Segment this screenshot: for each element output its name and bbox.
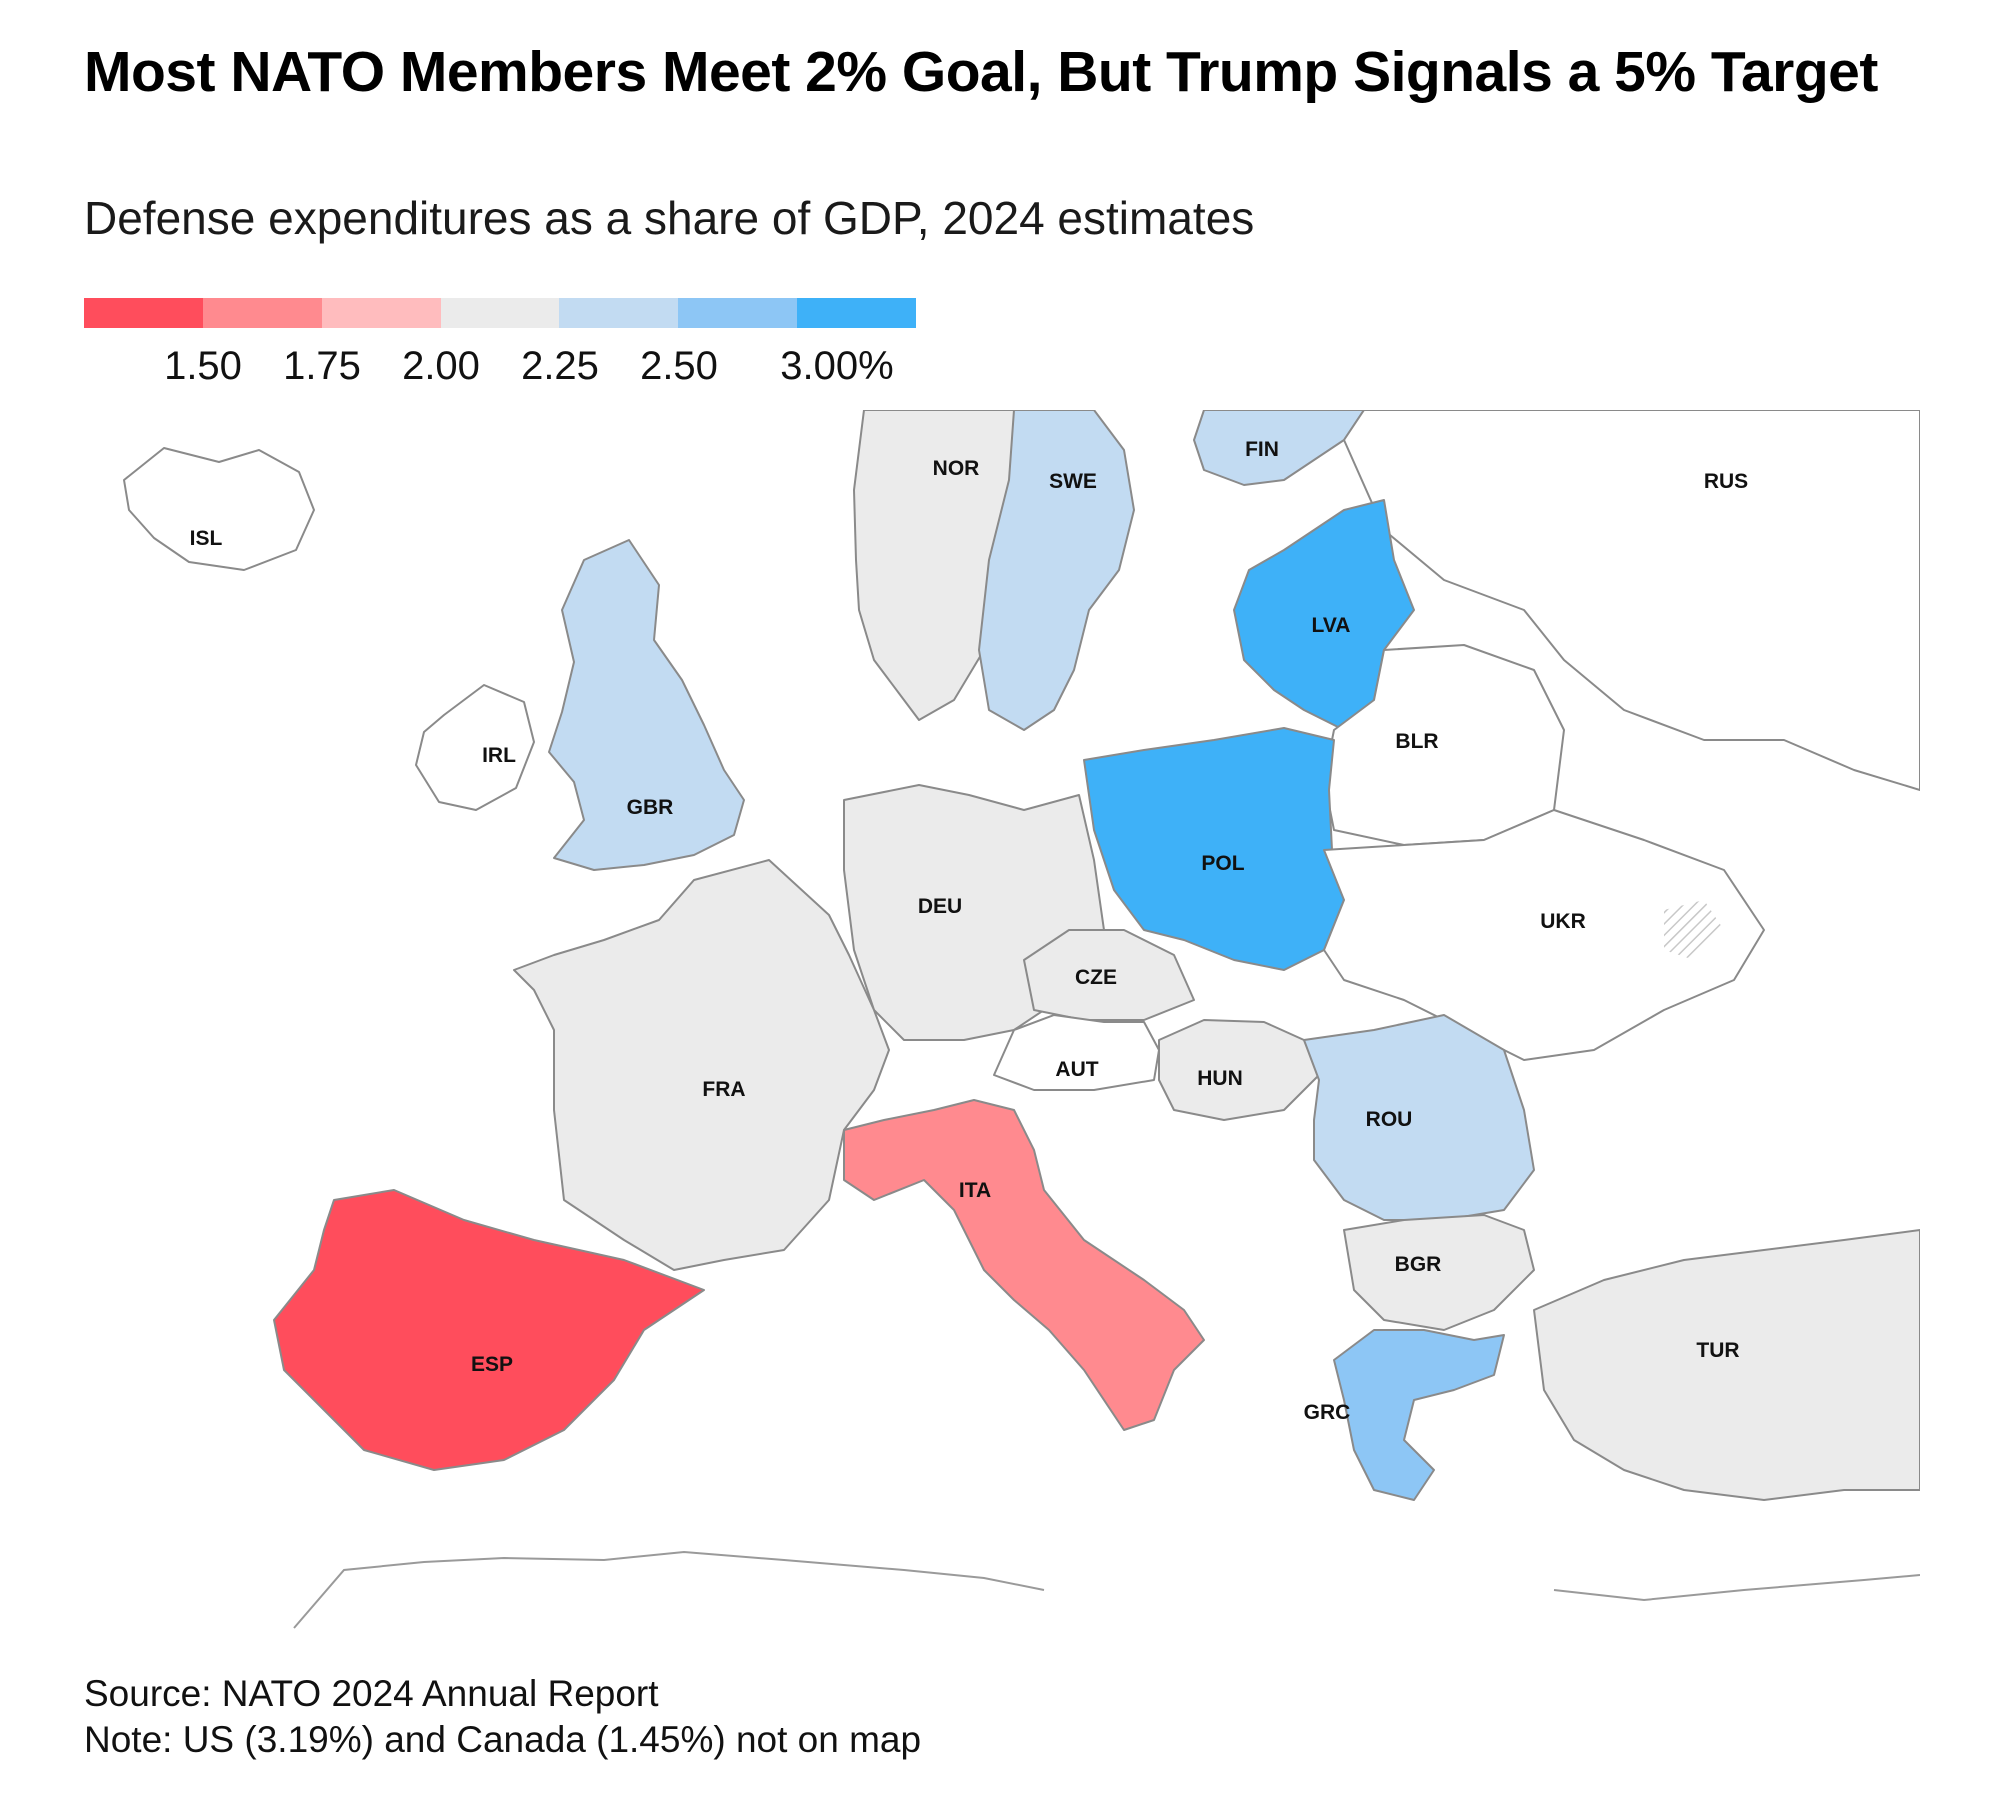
country-label: ESP bbox=[471, 1353, 513, 1376]
country-label: RUS bbox=[1704, 470, 1748, 493]
country-GBR[interactable] bbox=[548, 539, 745, 871]
north-africa-coast bbox=[293, 1550, 1045, 1629]
legend-swatch bbox=[321, 298, 441, 328]
country-label: BLR bbox=[1395, 730, 1438, 753]
country-IRL[interactable] bbox=[415, 684, 535, 811]
country-label: ROU bbox=[1366, 1108, 1413, 1131]
country-ISL[interactable] bbox=[123, 447, 315, 571]
legend-swatch bbox=[797, 298, 917, 328]
country-FIN[interactable] bbox=[1193, 410, 1365, 486]
legend-swatch bbox=[84, 298, 203, 328]
country-AUT[interactable] bbox=[993, 1014, 1160, 1091]
country-label: UKR bbox=[1540, 910, 1586, 933]
legend-tick-label: 1.50 bbox=[164, 344, 242, 388]
country-label: FIN bbox=[1245, 438, 1279, 461]
country-label: GBR bbox=[627, 796, 674, 819]
legend-swatch bbox=[559, 298, 679, 328]
country-label: ITA bbox=[959, 1179, 991, 1202]
country-label: POL bbox=[1201, 852, 1244, 875]
source-note: Source: NATO 2024 Annual Report bbox=[84, 1673, 659, 1714]
country-label: SWE bbox=[1049, 470, 1097, 493]
country-label: ISL bbox=[190, 527, 223, 550]
color-legend: 1.50 1.75 2.00 2.25 2.50 3.00% bbox=[84, 298, 924, 398]
country-label: GRC bbox=[1304, 1401, 1351, 1424]
country-label: BGR bbox=[1395, 1253, 1442, 1276]
country-label: HUN bbox=[1197, 1067, 1243, 1090]
chart-subtitle: Defense expenditures as a share of GDP, … bbox=[84, 192, 1255, 244]
legend-tick-label: 1.75 bbox=[283, 344, 361, 388]
country-SWE[interactable] bbox=[978, 410, 1135, 731]
disputed-area-hatch bbox=[1664, 900, 1724, 960]
legend-swatch bbox=[678, 298, 798, 328]
country-TUR[interactable] bbox=[1533, 1229, 1920, 1501]
legend-swatch bbox=[440, 298, 560, 328]
country-CZE[interactable] bbox=[1023, 929, 1195, 1021]
legend-tick-label: 3.00% bbox=[780, 344, 894, 388]
country-GRC[interactable] bbox=[1333, 1329, 1505, 1501]
legend-tick-label: 2.25 bbox=[521, 344, 599, 388]
country-labels: ISL NOR SWE FIN RUS LVA IRL GBR BLR POL … bbox=[190, 438, 1749, 1424]
country-label: AUT bbox=[1055, 1058, 1098, 1081]
legend-tick-label: 2.00 bbox=[402, 344, 480, 388]
country-UKR[interactable] bbox=[1323, 809, 1765, 1061]
country-ESP[interactable] bbox=[273, 1189, 705, 1471]
legend-swatch bbox=[202, 298, 322, 328]
legend-tick-label: 2.50 bbox=[640, 344, 718, 388]
country-BGR[interactable] bbox=[1343, 1214, 1535, 1331]
country-label: LVA bbox=[1312, 614, 1351, 637]
footnote: Note: US (3.19%) and Canada (1.45%) not … bbox=[84, 1719, 922, 1760]
country-label: FRA bbox=[702, 1078, 745, 1101]
middle-east-coast bbox=[1553, 1574, 1920, 1602]
country-label: TUR bbox=[1696, 1339, 1739, 1362]
country-label: IRL bbox=[482, 744, 516, 767]
country-LVA[interactable] bbox=[1233, 499, 1415, 731]
legend-color-scale bbox=[84, 298, 917, 328]
country-HUN[interactable] bbox=[1158, 1019, 1320, 1121]
country-label: CZE bbox=[1075, 966, 1117, 989]
country-label: DEU bbox=[918, 895, 962, 918]
country-label: NOR bbox=[933, 457, 980, 480]
europe-map: ISL NOR SWE FIN RUS LVA IRL GBR BLR POL … bbox=[123, 410, 1920, 1629]
country-FRA[interactable] bbox=[513, 859, 890, 1271]
country-ITA[interactable] bbox=[843, 1099, 1205, 1431]
chart-title: Most NATO Members Meet 2% Goal, But Trum… bbox=[84, 40, 1878, 104]
